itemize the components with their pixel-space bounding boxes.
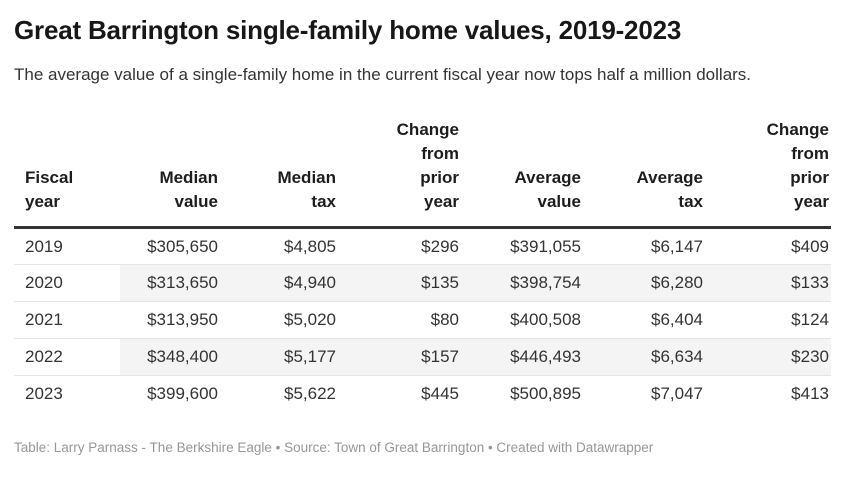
datawrapper-table-embed: Great Barrington single-family home valu… (14, 15, 831, 455)
cell-average-tax: $6,404 (593, 301, 715, 339)
cell-median-value: $313,950 (120, 301, 230, 339)
cell-fiscal-year: 2022 (14, 338, 120, 376)
cell-median-value: $348,400 (120, 338, 230, 376)
cell-median-tax: $4,805 (284, 236, 336, 256)
column-header-average-value: Average value (471, 118, 593, 229)
page-subtitle: The average value of a single-family hom… (14, 65, 752, 84)
table-header-row: Fiscal year Median value Median tax Change … (14, 118, 831, 229)
cell-change-prior-year-average: $413 (715, 375, 831, 413)
table-row-2023: 2023 $399,600 $5,622 $445 $500,895 $7,047 $413 (14, 375, 831, 413)
cell-change-prior-year-average: $124 (715, 301, 831, 339)
column-header-median-value: Median value (120, 118, 230, 229)
cell-change-prior-year-average: $409 (791, 236, 829, 256)
cell-average-value: $391,055 (510, 236, 581, 256)
cell-change-prior-year-average: $133 (715, 264, 831, 302)
cell-change-prior-year-median: $135 (348, 264, 471, 302)
table-row-2019: 2019 $305,650 $4,805 $296 $391,055 $6,147 $409 (14, 227, 831, 265)
cell-median-value: $305,650 (147, 236, 218, 256)
table-header: Fiscal year Median value Median tax Change … (14, 118, 831, 229)
cell-average-value: $400,508 (471, 301, 593, 339)
cell-fiscal-year: 2021 (14, 301, 120, 339)
cell-median-tax: $4,940 (230, 264, 348, 302)
column-header-change-prior-year-median: Change from prior year (348, 118, 471, 229)
cell-change-prior-year-average: $230 (715, 338, 831, 376)
cell-change-prior-year-median: $296 (421, 236, 459, 256)
cell-median-value: $399,600 (120, 375, 230, 413)
cell-fiscal-year: 2019 (14, 227, 120, 265)
cell-median-tax: $5,177 (230, 338, 348, 376)
cell-change-prior-year-median: $445 (348, 375, 471, 413)
column-header-average-tax: Average tax (593, 118, 715, 229)
cell-fiscal-year: 2020 (14, 264, 120, 302)
cell-average-tax: $6,634 (593, 338, 715, 376)
table-row-2022: 2022 $348,400 $5,177 $157 $446,493 $6,634 $230 (14, 338, 831, 376)
table-row-2021: 2021 $313,950 $5,020 $80 $400,508 $6,404 $124 (14, 301, 831, 339)
column-header-fiscal-year: Fiscal year (14, 118, 120, 229)
table-row-2020: 2020 $313,650 $4,940 $135 $398,754 $6,280 $133 (14, 264, 831, 302)
cell-median-value: $313,650 (120, 264, 230, 302)
cell-average-tax: $7,047 (593, 375, 715, 413)
table-footer-credit: Table: Larry Parnass - The Berkshire Eag… (14, 439, 654, 455)
cell-median-tax: $5,020 (230, 301, 348, 339)
cell-average-value: $500,895 (471, 375, 593, 413)
column-header-change-prior-year-average: Change from prior year (715, 118, 831, 229)
page-title: Great Barrington single-family home valu… (14, 15, 682, 45)
cell-fiscal-year: 2023 (14, 375, 120, 413)
cell-change-prior-year-median: $157 (348, 338, 471, 376)
cell-median-tax: $5,622 (230, 375, 348, 413)
cell-average-value: $446,493 (471, 338, 593, 376)
table-body: 2019 $305,650 $4,805 $296 $391,055 $6,147 $409… (14, 227, 831, 413)
column-header-median-tax: Median tax (230, 118, 348, 229)
cell-average-value: $398,754 (471, 264, 593, 302)
cell-average-tax: $6,280 (593, 264, 715, 302)
home-values-table: Fiscal year Median value Median tax Change … (14, 118, 831, 413)
cell-average-tax: $6,147 (651, 236, 703, 256)
cell-change-prior-year-median: $80 (348, 301, 471, 339)
